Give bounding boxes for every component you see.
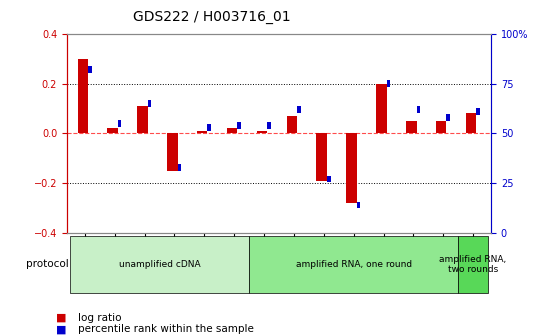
Bar — [237, 122, 241, 129]
Bar — [267, 122, 271, 129]
Text: amplified RNA,
two rounds: amplified RNA, two rounds — [440, 255, 507, 274]
FancyBboxPatch shape — [249, 237, 458, 293]
Bar — [327, 176, 330, 182]
Bar — [148, 100, 151, 107]
Bar — [137, 106, 148, 133]
Bar — [297, 107, 301, 113]
Text: ■: ■ — [56, 312, 66, 323]
Bar — [197, 131, 208, 133]
Bar — [257, 131, 267, 133]
Bar — [167, 133, 177, 171]
Text: GDS222 / H003716_01: GDS222 / H003716_01 — [133, 10, 291, 24]
Text: percentile rank within the sample: percentile rank within the sample — [78, 324, 254, 334]
FancyBboxPatch shape — [458, 237, 488, 293]
Bar — [108, 128, 118, 133]
Bar — [227, 128, 237, 133]
Text: ■: ■ — [56, 324, 66, 334]
Bar — [177, 164, 181, 170]
Bar — [118, 120, 122, 127]
Bar — [387, 80, 390, 87]
Text: unamplified cDNA: unamplified cDNA — [119, 260, 200, 269]
Bar — [78, 58, 88, 133]
Bar — [357, 202, 360, 208]
Bar — [376, 84, 387, 133]
Bar — [416, 107, 420, 113]
Text: protocol: protocol — [26, 259, 69, 269]
Bar — [446, 114, 450, 121]
Bar — [208, 124, 211, 131]
Bar — [88, 67, 92, 73]
Text: amplified RNA, one round: amplified RNA, one round — [296, 260, 412, 269]
Bar — [466, 114, 477, 133]
Bar — [406, 121, 416, 133]
Bar — [477, 108, 480, 115]
Bar — [316, 133, 327, 181]
FancyBboxPatch shape — [70, 237, 249, 293]
Bar — [347, 133, 357, 203]
Text: log ratio: log ratio — [78, 312, 122, 323]
Bar — [436, 121, 446, 133]
Bar — [287, 116, 297, 133]
